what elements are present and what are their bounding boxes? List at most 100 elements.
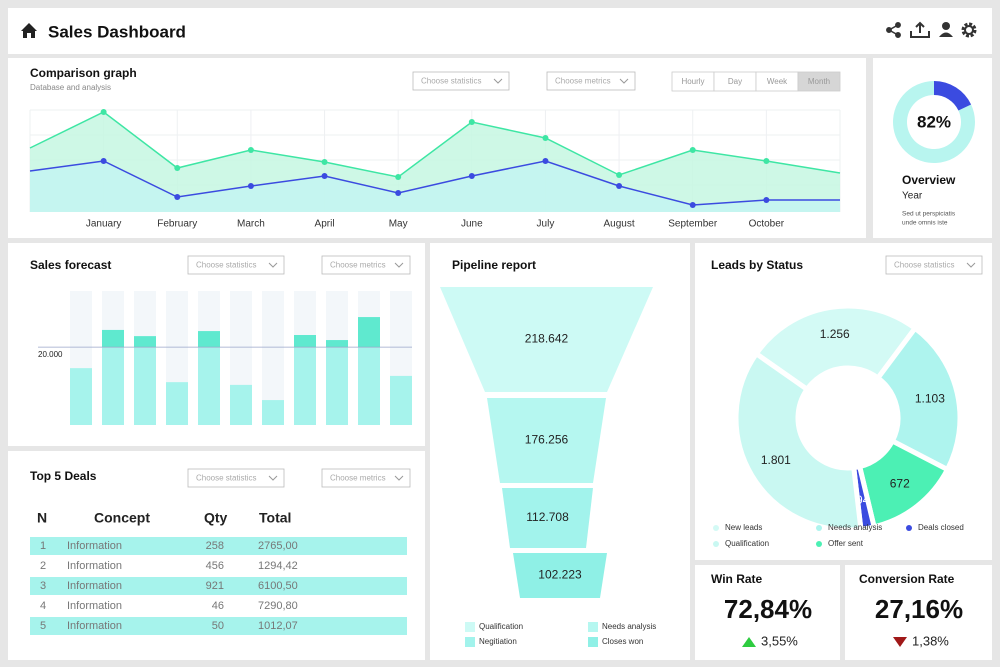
dropdown[interactable] xyxy=(321,255,411,275)
panel-title: Comparison graph xyxy=(30,66,137,80)
point xyxy=(763,158,770,164)
kpi-change: 3,55% xyxy=(761,633,798,648)
funnel-label: 218.642 xyxy=(525,332,569,346)
legend-label: Deals closed xyxy=(918,523,964,532)
point xyxy=(468,173,475,179)
donut-label: 1.256 xyxy=(820,327,850,341)
dropdown[interactable] xyxy=(412,71,510,91)
x-tick-label: May xyxy=(389,219,408,230)
dropdown-chevron xyxy=(394,475,404,481)
bar-above-reference xyxy=(102,329,124,348)
column-header: Concept xyxy=(94,510,150,526)
column-header: Qty xyxy=(204,510,228,526)
area xyxy=(30,161,840,212)
table-cell: 1 xyxy=(40,540,46,552)
legend-label: Qualification xyxy=(479,622,523,631)
x-tick-label: October xyxy=(749,219,785,230)
kpi-change: 1,38% xyxy=(912,633,949,648)
bar xyxy=(102,329,124,425)
dropdown[interactable] xyxy=(885,255,983,275)
x-tick-label: March xyxy=(237,219,265,230)
table-cell: 3 xyxy=(40,580,46,592)
kpi-value: 27,16% xyxy=(875,594,963,624)
legend-dot xyxy=(713,525,719,531)
point xyxy=(174,194,181,200)
table-cell: Information xyxy=(67,580,122,592)
win-rate-panel xyxy=(695,565,840,660)
legend-label: Negitiation xyxy=(479,637,517,646)
dropdown[interactable] xyxy=(187,468,285,488)
funnel-stage xyxy=(513,553,607,598)
dropdown[interactable] xyxy=(321,468,411,488)
dropdown-label: Choose statistics xyxy=(196,474,256,483)
panel-title: Top 5 Deals xyxy=(30,469,97,483)
point xyxy=(247,183,254,189)
funnel-stage xyxy=(440,287,653,392)
x-tick-label: August xyxy=(604,219,635,230)
header-panel xyxy=(8,8,992,54)
legend-dot xyxy=(713,541,719,547)
point xyxy=(616,183,623,189)
settings-icon[interactable] xyxy=(961,22,977,38)
table-cell: Information xyxy=(67,540,122,552)
share-icon[interactable] xyxy=(886,22,901,38)
panel-title: Sales forecast xyxy=(30,258,111,272)
legend-dot xyxy=(816,541,822,547)
legend-label: Qualification xyxy=(725,539,769,548)
tab-label: Week xyxy=(767,77,788,86)
x-tick-label: September xyxy=(668,219,718,230)
point xyxy=(247,147,254,153)
table-cell: 456 xyxy=(206,560,224,572)
legend-swatch xyxy=(588,622,598,632)
user-icon[interactable] xyxy=(939,22,953,37)
table-cell: 50 xyxy=(212,620,224,632)
row-highlight xyxy=(30,617,407,635)
home-icon[interactable] xyxy=(21,23,37,38)
dropdown[interactable] xyxy=(187,255,285,275)
x-tick-label: July xyxy=(537,219,555,230)
dropdown[interactable] xyxy=(546,71,636,91)
line xyxy=(29,111,841,178)
legend-swatch xyxy=(465,637,475,647)
x-tick-label: February xyxy=(157,219,197,230)
point xyxy=(395,190,402,196)
legend-label: Offer sent xyxy=(828,539,864,548)
dropdown-chevron xyxy=(493,78,503,84)
tab-label: Hourly xyxy=(681,77,704,86)
table-cell: 5 xyxy=(40,620,46,632)
legend-dot xyxy=(816,525,822,531)
area xyxy=(30,112,840,212)
change-arrow xyxy=(893,637,907,647)
dropdown-chevron xyxy=(268,262,278,268)
point xyxy=(689,147,696,153)
bar-above-reference xyxy=(358,317,380,348)
point xyxy=(100,158,107,164)
bar xyxy=(294,335,316,425)
bar-above-reference xyxy=(294,335,316,348)
funnel-stage xyxy=(502,488,593,548)
conversion-panel xyxy=(845,565,992,660)
point xyxy=(763,197,770,203)
panel-title: Conversion Rate xyxy=(859,572,955,586)
overview-text: unde omnis iste xyxy=(902,220,948,227)
point xyxy=(468,119,475,125)
legend-label: New leads xyxy=(725,523,762,532)
bar xyxy=(70,368,92,425)
row-highlight xyxy=(30,577,407,595)
donut-segment xyxy=(733,350,864,533)
dropdown-label: Choose metrics xyxy=(330,474,386,483)
point xyxy=(395,174,402,180)
table-cell: 46 xyxy=(212,600,224,612)
overview-subtitle: Year xyxy=(902,191,923,202)
point xyxy=(321,173,328,179)
dropdown-chevron xyxy=(619,78,629,84)
tab[interactable] xyxy=(797,71,841,92)
kpi-value: 72,84% xyxy=(724,594,812,624)
dropdown-chevron xyxy=(268,475,278,481)
bar xyxy=(262,400,284,425)
upload-icon[interactable] xyxy=(910,21,930,38)
reference-label: 20.000 xyxy=(38,350,63,359)
point xyxy=(542,135,549,141)
